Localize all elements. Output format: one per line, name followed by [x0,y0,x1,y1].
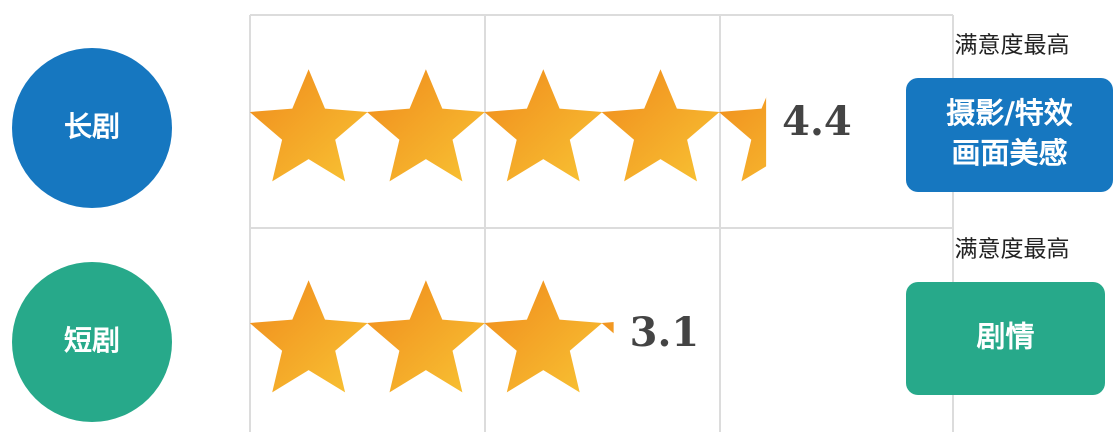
value-label: 4.4 [782,98,852,145]
value-label: 3.1 [630,309,700,356]
star [250,280,368,393]
star [601,322,614,334]
star-rating [250,280,614,393]
star [367,280,485,393]
highlight-box [906,282,1105,395]
category-label: 长剧 [64,110,120,143]
highlight-title: 满意度最高 [955,33,1070,59]
star [484,280,603,393]
star [484,69,603,182]
category-badge [12,262,172,422]
category-badge [12,48,172,208]
star [250,69,368,182]
star [601,69,720,182]
star-rating [250,69,767,182]
highlight-box [906,78,1113,192]
star [718,97,767,182]
highlight-text: 摄影/特效 [946,96,1073,130]
highlight-text: 画面美感 [951,136,1067,170]
highlight-text: 剧情 [976,320,1034,354]
category-label: 短剧 [64,324,120,357]
highlight-title: 满意度最高 [955,237,1070,263]
grid [249,14,954,432]
star [367,69,485,182]
